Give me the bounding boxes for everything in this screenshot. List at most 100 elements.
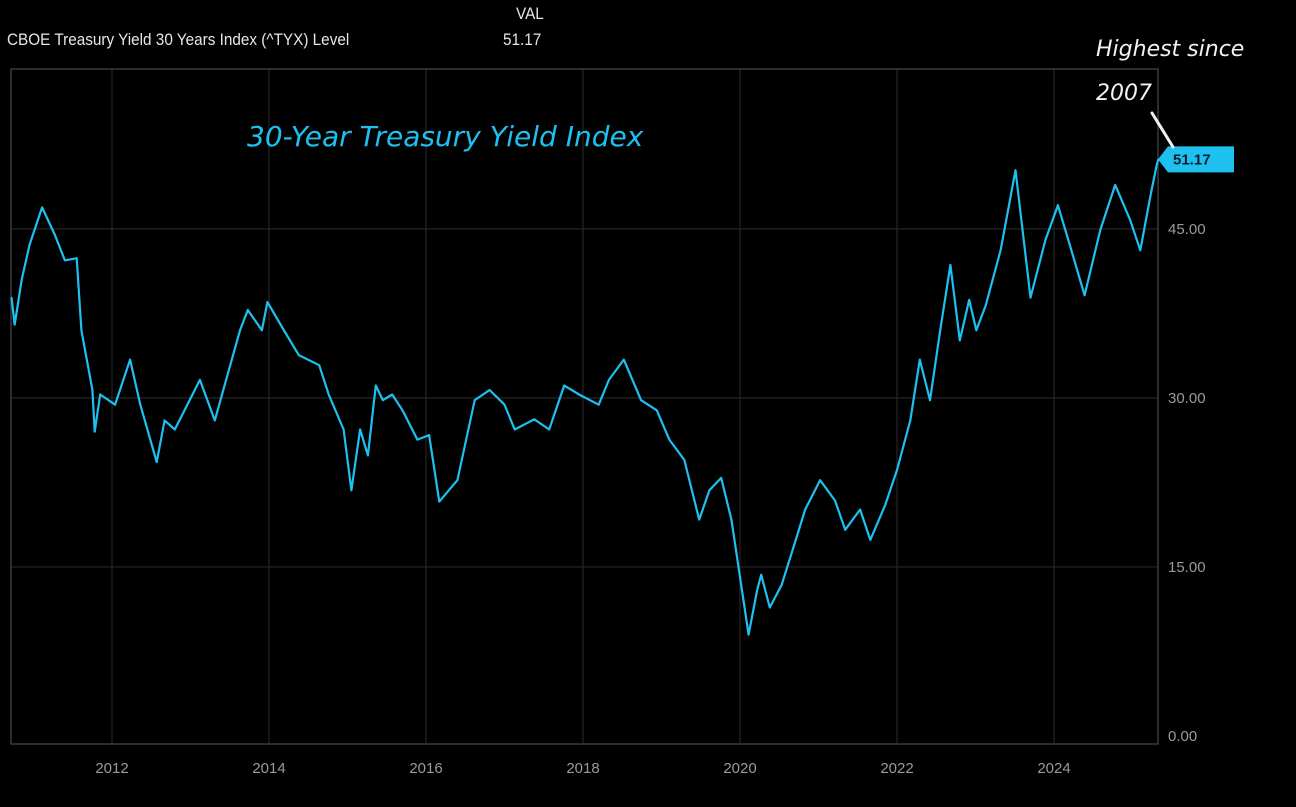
y-tick-label: 30.00	[1168, 390, 1206, 407]
data-point	[819, 479, 821, 482]
data-point	[41, 206, 43, 209]
last-value-tag-shape	[1158, 146, 1234, 173]
last-value-tag-label: 51.17	[1173, 151, 1211, 168]
data-point	[359, 428, 361, 431]
data-point	[488, 389, 491, 391]
current-value: 51.17	[503, 30, 542, 49]
annotation: Highest since 2007	[1096, 37, 1244, 149]
data-point	[563, 384, 566, 387]
data-point	[327, 393, 330, 396]
data-point	[698, 518, 701, 521]
data-point	[958, 339, 961, 342]
data-point	[318, 364, 321, 367]
data-point	[91, 389, 94, 391]
data-point	[708, 489, 711, 492]
data-point	[456, 479, 459, 482]
data-point	[896, 469, 898, 471]
data-point	[730, 518, 733, 521]
last-value-tag: 51.17	[1158, 146, 1234, 173]
data-point	[114, 403, 116, 406]
data-point	[64, 259, 66, 262]
data-point	[53, 233, 56, 236]
series-line	[10, 158, 1160, 636]
x-tick-label: 2020	[723, 760, 756, 777]
plot-frame	[10, 68, 1159, 745]
data-point	[20, 278, 23, 281]
data-point	[548, 428, 551, 431]
data-point	[1155, 163, 1158, 166]
data-point	[80, 329, 83, 332]
data-point	[918, 358, 921, 361]
data-point	[246, 309, 249, 311]
data-point	[283, 329, 285, 332]
data-point	[859, 508, 861, 511]
data-point	[75, 257, 78, 260]
data-points	[10, 158, 1160, 636]
data-point	[401, 409, 404, 412]
data-point	[929, 399, 931, 402]
data-point	[199, 379, 201, 381]
x-tick-label: 2016	[409, 760, 442, 777]
data-point	[367, 454, 369, 457]
data-point	[655, 409, 658, 412]
grid-lines	[11, 69, 1158, 744]
data-point	[780, 584, 783, 586]
y-axis-ticks: 0.00 15.00 30.00 45.00	[1168, 221, 1206, 745]
data-point	[1099, 229, 1102, 231]
data-point	[391, 393, 394, 396]
data-point	[129, 358, 132, 361]
y-tick-label: 15.00	[1168, 559, 1206, 576]
annotation-line-1: Highest since	[1096, 37, 1244, 62]
data-point	[768, 606, 771, 609]
data-point	[968, 299, 971, 301]
data-point	[10, 296, 13, 299]
value-column-header: VAL	[516, 4, 544, 23]
data-point	[834, 499, 836, 502]
data-point	[1014, 169, 1017, 172]
data-point	[381, 399, 384, 402]
data-point	[869, 539, 872, 541]
data-point	[1068, 243, 1071, 246]
data-point	[640, 399, 642, 402]
data-point	[844, 528, 847, 531]
x-tick-label: 2022	[880, 760, 913, 777]
data-point	[533, 418, 536, 421]
annotation-line-2: 2007	[1096, 81, 1152, 106]
data-point	[949, 264, 952, 266]
data-point	[720, 477, 723, 479]
data-point	[884, 504, 887, 506]
x-tick-label: 2018	[566, 760, 599, 777]
data-point	[266, 301, 269, 303]
data-point	[791, 549, 794, 551]
data-point	[261, 329, 263, 332]
data-point	[1083, 294, 1086, 297]
data-point	[99, 393, 102, 396]
data-point	[608, 379, 610, 381]
data-point	[163, 419, 166, 422]
x-tick-label: 2012	[95, 760, 128, 777]
data-point	[939, 329, 942, 332]
data-point	[1139, 249, 1142, 252]
annotation-pointer	[1150, 111, 1175, 149]
data-point	[597, 403, 600, 406]
data-point	[173, 428, 176, 431]
series-label: CBOE Treasury Yield 30 Years Index (^TYX…	[7, 30, 350, 49]
data-point	[438, 500, 441, 503]
data-point	[1129, 218, 1131, 221]
data-point	[155, 461, 158, 463]
data-point	[28, 243, 31, 246]
data-point	[416, 438, 419, 441]
data-point	[578, 393, 580, 396]
data-point	[984, 304, 987, 307]
data-point	[1114, 184, 1117, 186]
data-point	[139, 403, 142, 406]
data-point	[428, 434, 430, 436]
data-point	[473, 399, 476, 402]
data-point	[760, 573, 763, 576]
y-tick-label: 0.00	[1168, 728, 1197, 745]
data-point	[747, 633, 750, 636]
x-tick-label: 2024	[1037, 760, 1070, 777]
data-point	[297, 354, 300, 356]
data-point	[13, 323, 16, 326]
data-point	[668, 438, 671, 441]
